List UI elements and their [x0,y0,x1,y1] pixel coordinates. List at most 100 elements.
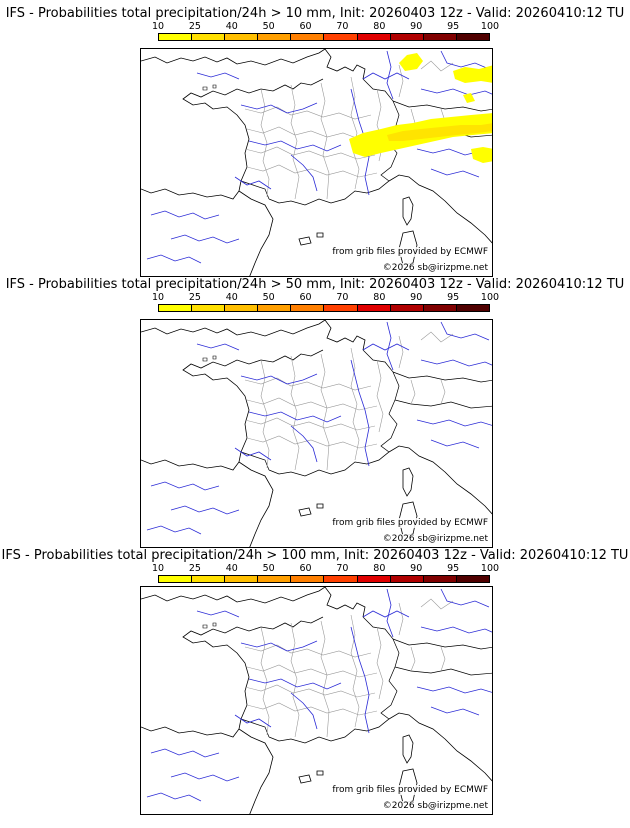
colorbar-tick-label: 95 [447,292,460,303]
country-border [240,718,270,738]
benelux-coastline [324,587,366,618]
colorbar-labels: 10 25 40 50 60 70 80 90 95 100 [152,21,499,32]
colorbar: 10 25 40 50 60 70 80 90 95 100 [152,21,499,50]
country-border [362,616,400,720]
channel-islands [202,84,217,91]
colorbar-swatch [357,34,391,40]
colorbar-tick-label: 25 [188,563,201,574]
colorbar-swatch [390,576,424,582]
colorbar-swatch [258,305,292,311]
colorbar-tick-label: 80 [373,21,386,32]
colorbar-swatch [456,34,489,40]
colorbar-swatch [390,305,424,311]
colorbar-tick-label: 50 [262,563,275,574]
colorbar-tick-label: 95 [447,21,460,32]
map-frame: from grib files provided by ECMWF ©2026 … [140,319,493,548]
colorbar: 10 25 40 50 60 70 80 90 95 100 [152,563,499,592]
colorbar-tick-label: 100 [480,21,500,32]
colorbar-tick-label: 60 [299,21,312,32]
colorbar-swatch [159,305,193,311]
colorbar-swatch [423,34,457,40]
forecast-panel-10mm: IFS - Probabilities total precipitation/… [0,6,630,278]
channel-islands [202,622,217,629]
colorbar-tick-label: 70 [336,563,349,574]
colorbar-tick-label: 80 [373,292,386,303]
colorbar-tick-label: 90 [410,563,423,574]
colorbar-swatch [456,305,489,311]
colorbar-strip [158,575,490,583]
colorbar-swatch [291,34,325,40]
colorbar-swatch [324,34,358,40]
panel-title: IFS - Probabilities total precipitation/… [5,277,625,292]
uk-coastline [141,587,326,604]
source-credit: from grib files provided by ECMWF [332,518,488,528]
colorbar-swatch [192,34,226,40]
colorbar-tick-label: 25 [188,21,201,32]
regional-borders [244,598,454,738]
colorbar-tick-label: 50 [262,292,275,303]
country-border [392,100,492,112]
map-svg [141,320,492,547]
colorbar-swatch [225,305,259,311]
colorbar-swatch [258,576,292,582]
benelux-coastline [324,320,366,351]
country-border [394,399,492,409]
colorbar-swatch [159,34,193,40]
iberia-coastline [238,190,274,276]
country-border [240,180,270,200]
mediterranean-coastline [268,445,492,515]
colorbar-tick-label: 95 [447,563,460,574]
colorbar-swatch [192,576,226,582]
colorbar-tick-label: 80 [373,563,386,574]
colorbar-swatch [291,576,325,582]
country-border [392,371,492,383]
colorbar-swatch [357,305,391,311]
map-frame: from grib files provided by ECMWF ©2026 … [140,48,493,277]
colorbar-tick-label: 10 [151,563,165,574]
regional-borders [244,331,454,471]
panel-title: IFS - Probabilities total precipitation/… [5,6,625,21]
precip-overlay [349,53,492,163]
country-border [392,638,492,650]
corsica-island [402,734,414,764]
colorbar: 10 25 40 50 60 70 80 90 95 100 [152,292,499,321]
colorbar-swatch [324,305,358,311]
regional-borders [244,60,454,200]
colorbar-tick-label: 50 [262,21,275,32]
colorbar-tick-label: 70 [336,21,349,32]
forecast-panel-100mm: IFS - Probabilities total precipitation/… [0,548,630,820]
colorbar-tick-label: 10 [151,292,165,303]
mediterranean-coastline [268,174,492,244]
precip-area-alps-core [387,123,492,141]
map-frame: from grib files provided by ECMWF ©2026 … [140,586,493,815]
colorbar-strip [158,304,490,312]
france-coastline [141,78,324,200]
uk-coastline [141,320,326,337]
copyright-credit: ©2026 sb@irizpme.net [382,801,488,811]
balearic-islands [298,232,324,246]
france-coastline [141,349,324,471]
country-border [394,666,492,676]
colorbar-swatch [291,305,325,311]
colorbar-tick-label: 90 [410,21,423,32]
balearic-islands [298,503,324,517]
map-svg [141,49,492,276]
colorbar-swatch [423,576,457,582]
colorbar-swatch [258,34,292,40]
colorbar-tick-label: 100 [480,292,500,303]
colorbar-tick-label: 40 [225,21,238,32]
colorbar-tick-label: 100 [480,563,500,574]
country-border [240,451,270,471]
country-border [362,349,400,453]
colorbar-swatch [357,576,391,582]
colorbar-tick-label: 10 [151,21,165,32]
rivers [146,321,492,535]
colorbar-swatch [390,34,424,40]
map-svg [141,587,492,814]
source-credit: from grib files provided by ECMWF [332,785,488,795]
mediterranean-coastline [268,712,492,782]
precip-area-north [399,53,492,163]
colorbar-swatch [192,305,226,311]
forecast-panel-50mm: IFS - Probabilities total precipitation/… [0,277,630,549]
corsica-island [402,196,414,226]
